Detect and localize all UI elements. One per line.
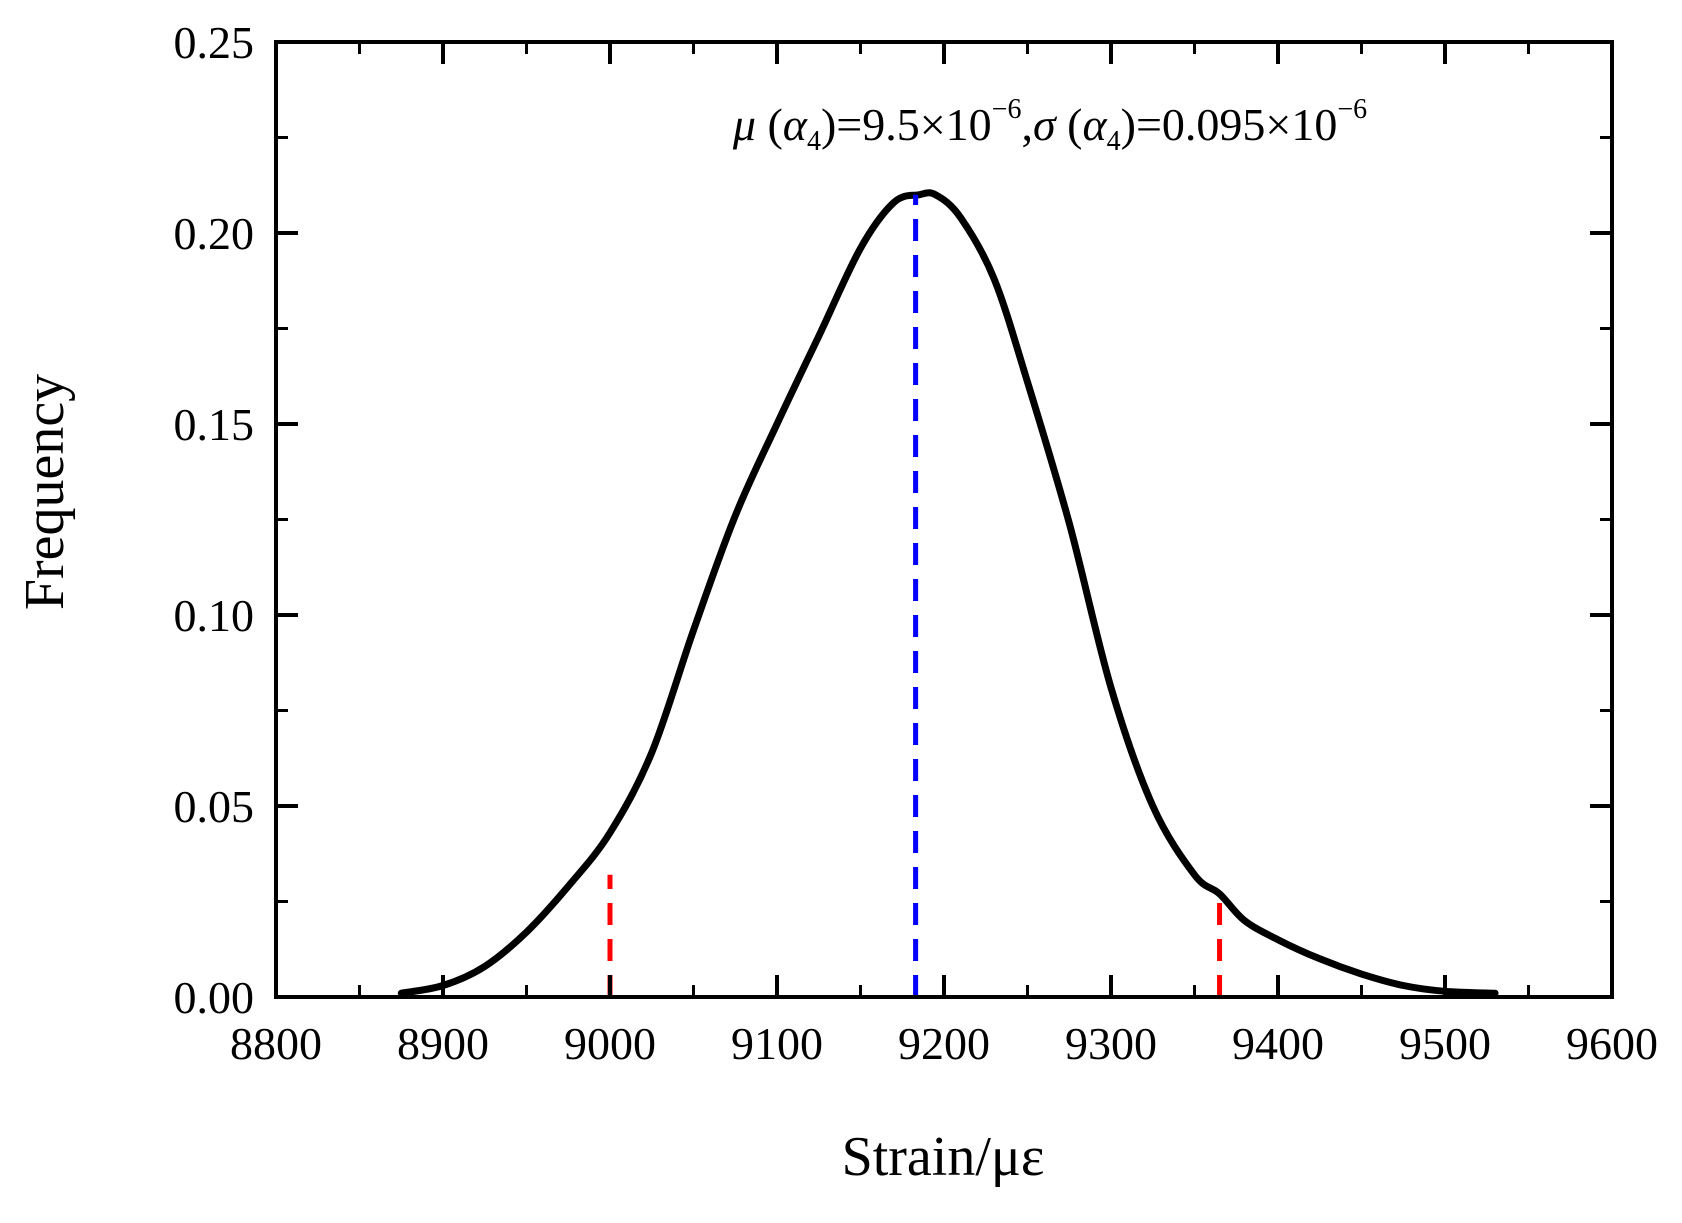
x-tick-label: 9200: [898, 1018, 990, 1069]
y-tick-label: 0.00: [174, 972, 255, 1023]
y-axis-title: Frequency: [14, 374, 76, 610]
annotation-comma: ,: [1021, 99, 1033, 150]
annotation-sub-2: 4: [1107, 126, 1121, 157]
y-tick-label: 0.25: [174, 17, 255, 68]
x-tick-label: 9000: [564, 1018, 656, 1069]
y-tick-label: 0.05: [174, 781, 255, 832]
annotation-alpha-1: α: [783, 99, 808, 150]
annotation-paren-open-1: (: [756, 99, 783, 150]
annotation-mu-value: =9.5×10: [836, 99, 991, 150]
annotation-sub-1: 4: [807, 126, 821, 157]
plot-area: [397, 189, 1499, 997]
x-tick-label: 8800: [230, 1018, 322, 1069]
annotation-exp-1: −6: [992, 94, 1022, 125]
annotation-mu: μ: [732, 99, 756, 150]
y-tick-label: 0.15: [174, 399, 255, 450]
annotation-alpha-2: α: [1082, 99, 1107, 150]
annotation-sigma: σ: [1033, 99, 1058, 150]
annotation-paren-close-1: ): [821, 99, 836, 150]
annotation-exp-2: −6: [1337, 94, 1367, 125]
x-tick-label: 9100: [731, 1018, 823, 1069]
x-tick-label: 9600: [1566, 1018, 1658, 1069]
x-tick-label: 9300: [1065, 1018, 1157, 1069]
annotation: μ (α4)=9.5×10−6,σ (α4)=0.095×10−6: [732, 94, 1367, 157]
x-axis-title: Strain/με: [842, 1126, 1045, 1188]
axes: 8800 8900 9000 9100 9200 9300 9400 9500 9600 0.00…: [174, 17, 1659, 1069]
series-line-frequency-curve: [397, 189, 1499, 997]
plot-frame: [274, 40, 1614, 999]
annotation-paren-close-2: ): [1121, 99, 1136, 150]
y-tick-label: 0.20: [174, 208, 255, 259]
x-tick-label: 8900: [397, 1018, 489, 1069]
x-tick-label: 9400: [1232, 1018, 1324, 1069]
annotation-paren-open-2: (: [1056, 99, 1083, 150]
x-tick-label: 9500: [1399, 1018, 1491, 1069]
y-tick-label: 0.10: [174, 590, 255, 641]
annotation-sigma-value: =0.095×10: [1136, 99, 1337, 150]
